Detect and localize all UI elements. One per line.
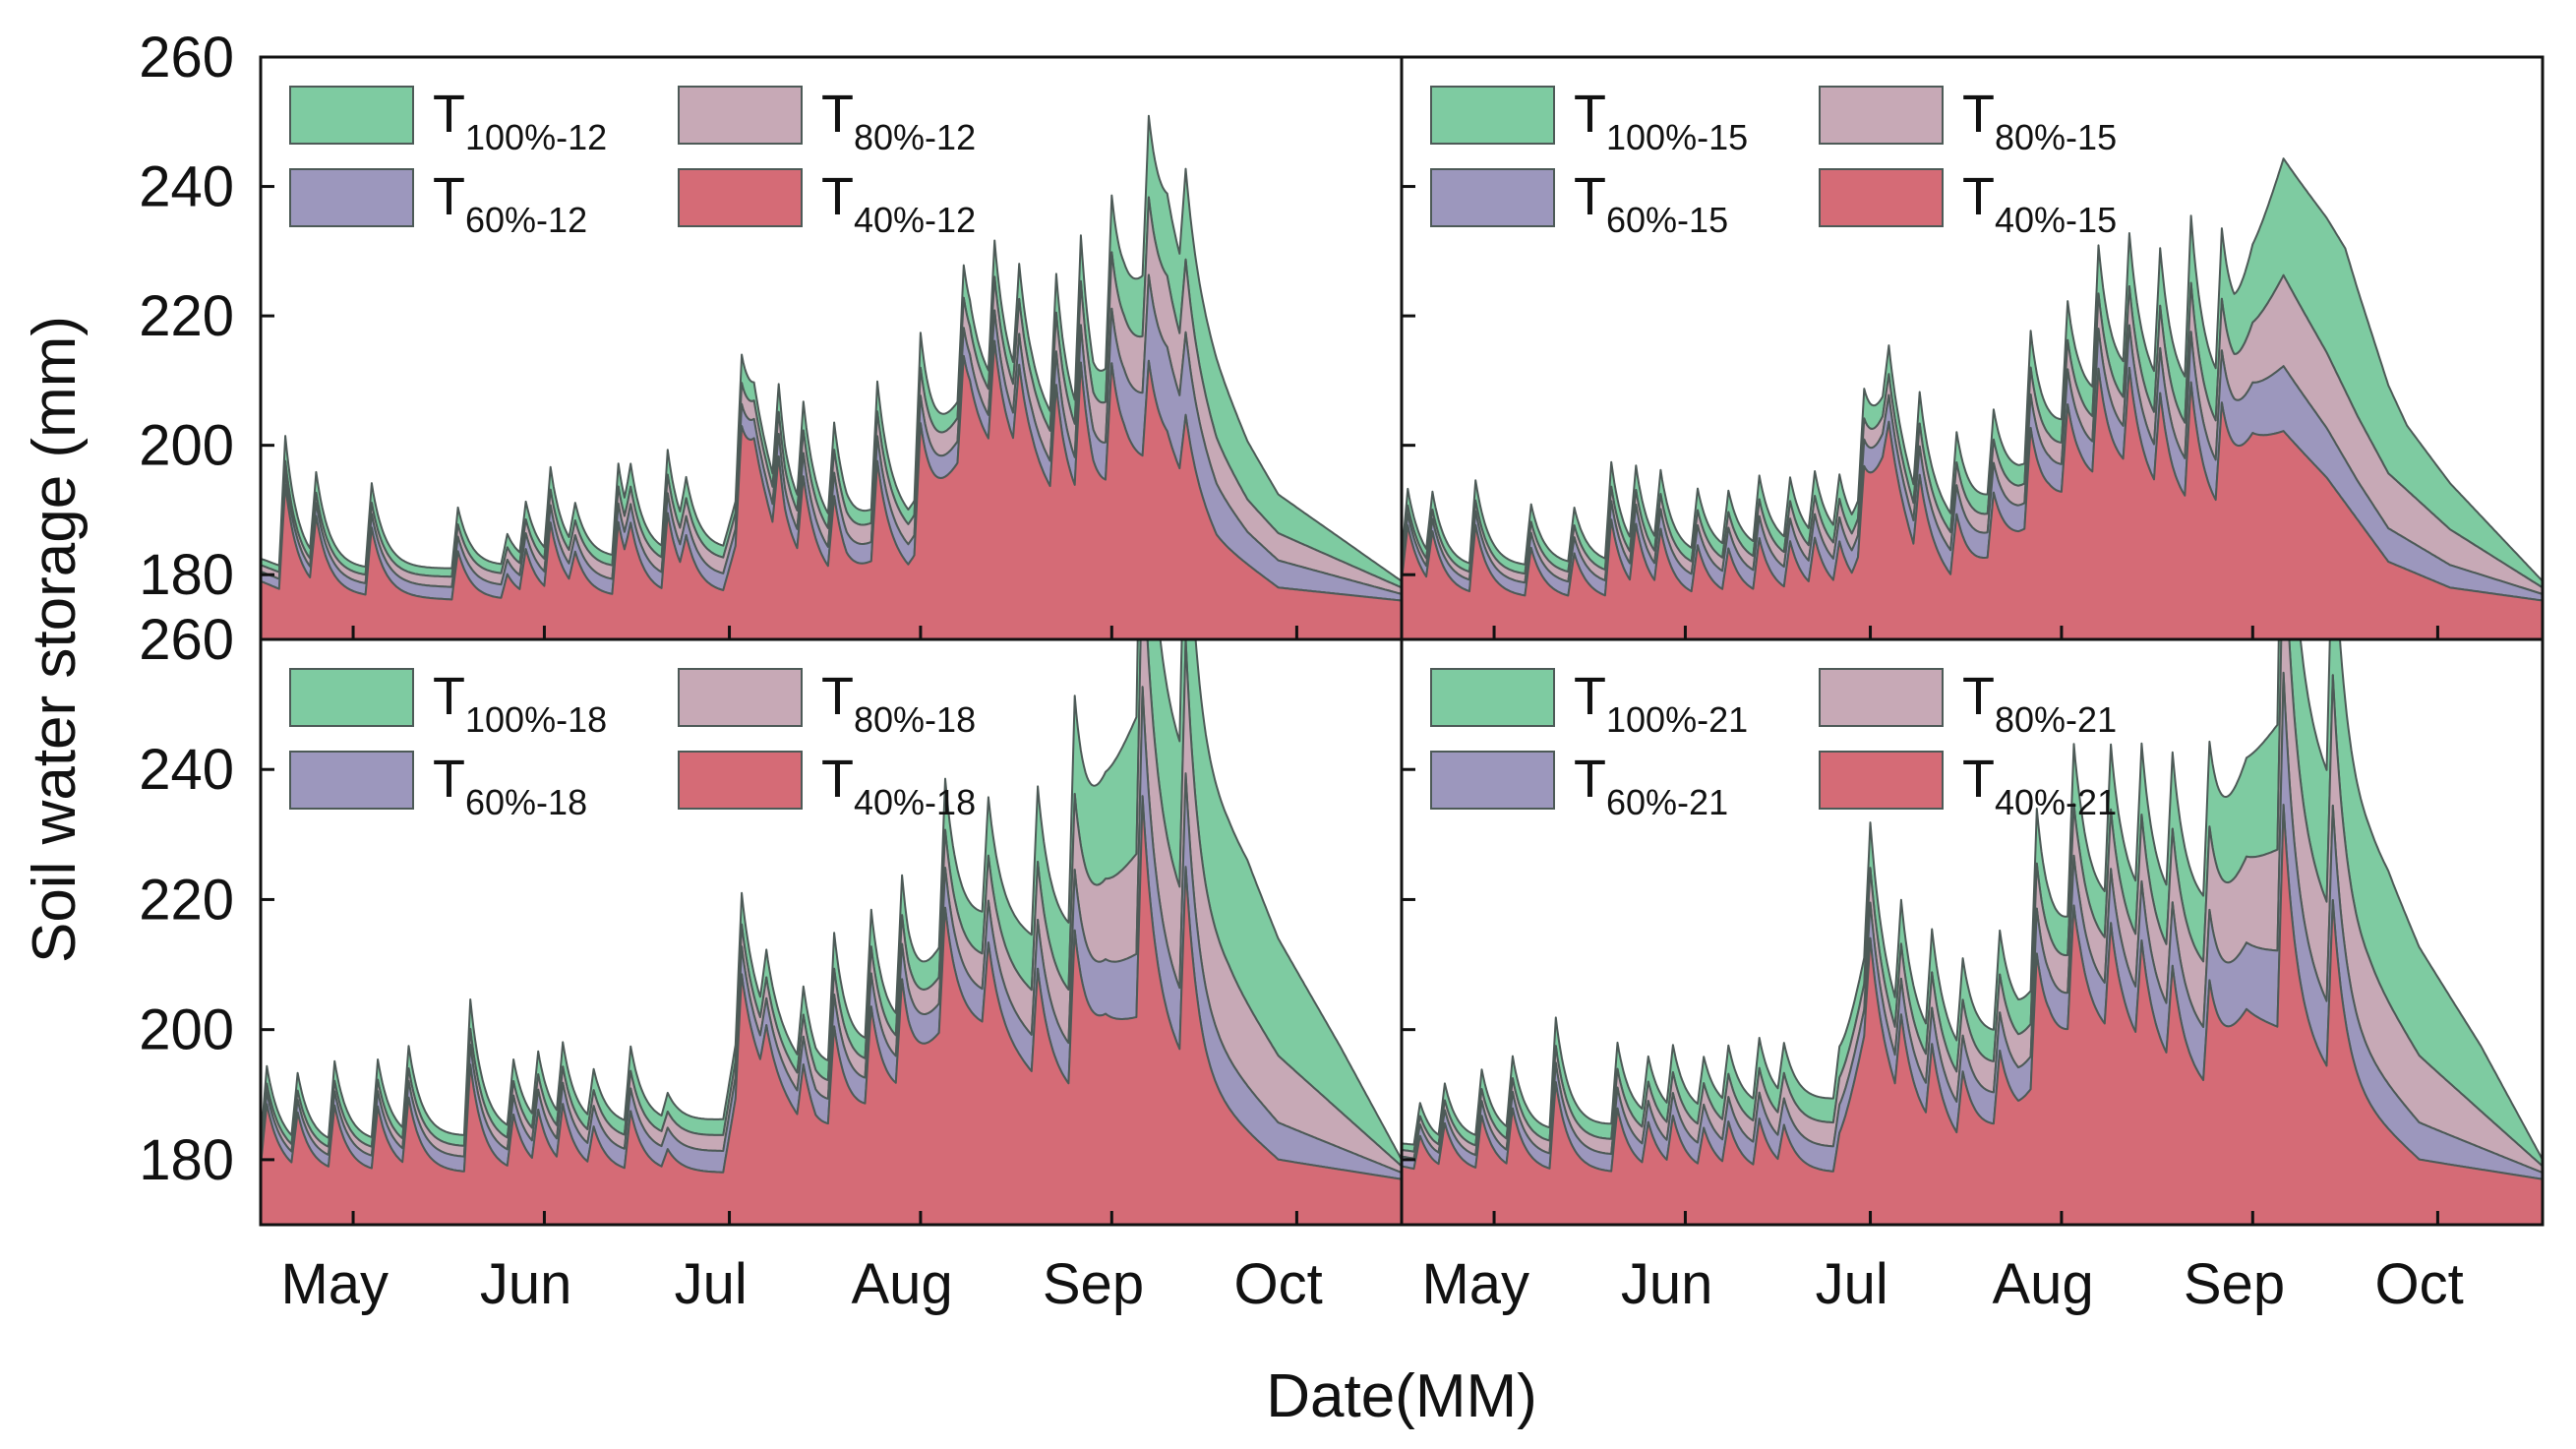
y-tick-label: 240 [139,155,234,219]
legend-label-t80: T80%-18 [821,667,976,740]
legend-label-t100: T100%-15 [1574,85,1748,157]
legend-label-t100: T100%-18 [433,667,607,740]
panel-areas [261,114,1402,639]
legend-swatch-t80 [678,86,803,145]
legend-label-t60: T60%-12 [433,167,587,240]
legend-p12: T100%-12 T80%-12 T60%-12 T40%-12 [289,85,976,240]
x-tick-label: Aug [852,1252,953,1316]
x-tick-label: Jun [1621,1252,1713,1316]
legend-swatch-t100 [1430,668,1555,727]
panel-p21: T100%-21 T80%-21 T60%-21 T40%-21 [1400,637,2545,1227]
legend-label-t100: T100%-21 [1574,667,1748,740]
legend-p15: T100%-15 T80%-15 T60%-15 T40%-15 [1430,85,2117,240]
x-tick-label: Sep [1043,1252,1144,1316]
panel-p15: T100%-15 T80%-15 T60%-15 T40%-15 [1400,55,2545,641]
x-tick-label: Jun [480,1252,572,1316]
area-t40-p21 [1402,804,2543,1225]
legend-label-t40: T40%-15 [1962,167,2117,240]
panel-p12: T100%-12 T80%-12 T60%-12 T40%-12 [259,55,1404,641]
legend-label-t40: T40%-12 [821,167,976,240]
panel-areas [1402,639,2543,1225]
legend-label-t60: T60%-21 [1574,750,1728,822]
x-tick-label: Jul [1816,1252,1888,1316]
legend-swatch-t100 [1430,86,1555,145]
x-tick-label: Aug [1993,1252,2094,1316]
y-tick-label: 200 [139,414,234,478]
x-ticks-layer: May Jun Jul Aug Sep Oct May Jun Jul Aug Sep Oct [280,1252,2463,1316]
legend-label-t40: T40%-21 [1962,750,2117,822]
y-tick-label: 180 [139,1128,234,1192]
y-tick-label: 220 [139,868,234,932]
legend-swatch-t60 [1430,751,1555,810]
area-t40-p18 [261,795,1402,1225]
legend-swatch-t40 [678,751,803,810]
y-tick-label: 220 [139,284,234,348]
y-tick-label: 260 [139,608,234,672]
x-tick-label: Sep [2184,1252,2285,1316]
legend-label-t80: T80%-12 [821,85,976,157]
y-axis-title: Soil water storage (mm) [21,316,89,963]
y-tick-label: 240 [139,738,234,802]
x-axis-title: Date(MM) [1266,1362,1537,1430]
legend-swatch-t40 [1819,168,1944,227]
legend-label-t60: T60%-18 [433,750,587,822]
panel-frame [1400,637,2545,1227]
legend-swatch-t40 [1819,751,1944,810]
y-tick-label: 200 [139,998,234,1062]
legend-label-t60: T60%-15 [1574,167,1728,240]
legend-swatch-t60 [289,168,414,227]
panel-areas [1402,157,2543,639]
panel-areas [261,639,1402,1225]
legend-label-t80: T80%-15 [1962,85,2117,157]
x-tick-label: Oct [2374,1252,2463,1316]
panels-layer: T100%-12 T80%-12 T60%-12 T40%-12 T100%-15 T80… [259,55,2545,1227]
legend-swatch-t60 [289,751,414,810]
legend-swatch-t80 [1819,668,1944,727]
legend-p21: T100%-21 T80%-21 T60%-21 T40%-21 [1430,667,2117,822]
panel-p18: T100%-18 T80%-18 T60%-18 T40%-18 [259,637,1404,1227]
legend-swatch-t100 [289,86,414,145]
y-tick-label: 180 [139,543,234,607]
legend-swatch-t80 [678,668,803,727]
legend-swatch-t100 [289,668,414,727]
legend-label-t40: T40%-18 [821,750,976,822]
x-tick-label: May [280,1252,389,1316]
area-t40-p15 [1402,366,2543,639]
x-tick-label: May [1421,1252,1529,1316]
legend-label-t100: T100%-12 [433,85,607,157]
legend-swatch-t40 [678,168,803,227]
x-tick-label: Oct [1233,1252,1322,1316]
legend-label-t80: T80%-21 [1962,667,2117,740]
x-tick-label: Jul [675,1252,748,1316]
y-tick-label: 260 [139,26,234,90]
legend-p18: T100%-18 T80%-18 T60%-18 T40%-18 [289,667,976,822]
area-t40-p12 [261,339,1402,639]
legend-swatch-t60 [1430,168,1555,227]
legend-swatch-t80 [1819,86,1944,145]
